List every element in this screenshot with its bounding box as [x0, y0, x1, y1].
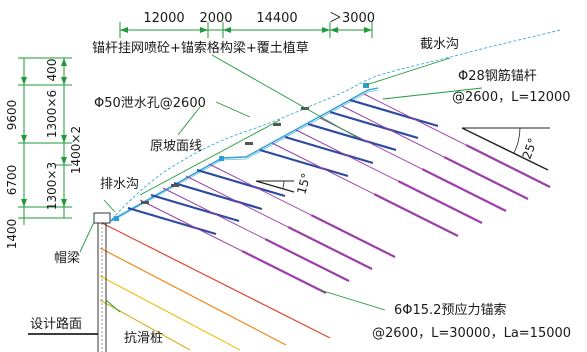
- anchor-bolt: [259, 148, 349, 178]
- label-angle-15: 15°: [294, 172, 313, 196]
- anchor-bolt: [150, 193, 240, 223]
- drainage-ditch-mark: [114, 216, 119, 221]
- anchor-bolt: [284, 135, 374, 165]
- label-angle-25: 25°: [520, 136, 540, 161]
- anchor-bolt: [173, 181, 263, 211]
- left-dimension-lines: [18, 57, 72, 225]
- anchor-angle-mark: [255, 180, 295, 193]
- slope-face: [109, 87, 379, 223]
- original-slope-line: [111, 29, 561, 220]
- anti-slide-pile: [93, 212, 111, 352]
- cable-bond-section: [465, 144, 551, 188]
- dim-12000: 12000: [143, 11, 184, 26]
- mid-ditch-mark: [219, 156, 224, 161]
- label-intercept-ditch: 截水沟: [420, 37, 459, 52]
- cable-bond-section: [287, 226, 373, 270]
- anchor-bolt: [329, 110, 419, 140]
- dim-9600: 9600: [5, 100, 19, 131]
- label-design-road: 设计路面: [30, 316, 82, 332]
- anchor-bolt: [307, 122, 397, 152]
- label-cable-spec: 6Φ15.2预应力锚索: [394, 302, 506, 318]
- dim-2000: 2000: [199, 11, 232, 26]
- dim-14400: 14400: [256, 11, 297, 26]
- pile-anchor-lines: [99, 221, 331, 351]
- dim-1400x2: 1400×2: [69, 126, 83, 174]
- dim-3000: ＞3000: [329, 11, 375, 26]
- label-cap-beam: 帽梁: [54, 250, 80, 266]
- label-drainage-ditch: 排水沟: [100, 177, 139, 192]
- slope-angle-mark: [461, 127, 550, 171]
- cable-bond-section: [421, 168, 507, 212]
- drain-holes: [141, 107, 309, 204]
- cable-bond-section: [241, 250, 327, 294]
- prestressed-cables: [139, 93, 551, 294]
- dim-400: 400: [45, 59, 59, 82]
- intercept-ditch-mark: [363, 83, 369, 88]
- label-slope-protection: 锚杆挂网喷砼+锚索格构梁+覆土植草: [92, 40, 309, 56]
- cable-bond-section: [373, 193, 459, 237]
- dim-1300x6: 1300×6: [45, 90, 59, 138]
- cable-bond-section: [310, 214, 396, 258]
- leader-lines: [79, 54, 483, 313]
- label-anti-slide-pile: 抗滑桩: [124, 331, 163, 346]
- dim-1300x3: 1300×3: [45, 162, 59, 210]
- anchor-bolt: [196, 168, 286, 198]
- anchor-bolts: [127, 98, 439, 236]
- anchor-bolt: [127, 206, 217, 236]
- label-anchor-bolt-spec: Φ28钢筋锚杆: [458, 68, 537, 84]
- dim-1400-bottom: 1400: [5, 219, 19, 250]
- label-original-slope: 原坡面线: [150, 139, 202, 154]
- cable-bond-section: [443, 156, 529, 200]
- top-dimension-line: [119, 22, 373, 38]
- label-cable-spacing: @2600，L=30000，La=15000: [372, 326, 571, 341]
- dim-6700: 6700: [5, 165, 19, 196]
- cable-bond-section: [397, 180, 483, 224]
- anchor-bolt: [349, 98, 439, 128]
- cable-bond-section: [264, 238, 350, 282]
- label-drain-hole: Φ50泄水孔@2600: [94, 96, 206, 111]
- label-anchor-bolt-spacing: @2600，L=12000: [452, 90, 571, 105]
